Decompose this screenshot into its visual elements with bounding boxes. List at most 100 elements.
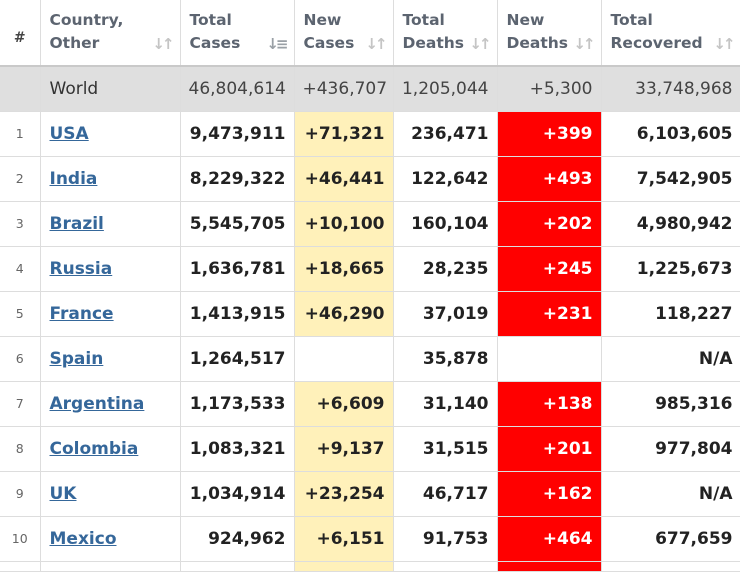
empty-cell: [294, 561, 394, 572]
country-cell: France: [40, 291, 181, 337]
new-cases-cell: +9,137: [294, 426, 394, 472]
new-cases-column-header[interactable]: New Cases ↓↑: [294, 0, 394, 67]
new-cases-cell: [294, 336, 394, 382]
table-row: 6 Spain 1,264,517 35,878 N/A: [0, 336, 740, 382]
sort-icon[interactable]: ↓↑: [365, 35, 387, 53]
country-cell: Spain: [40, 336, 181, 382]
total-deaths-cell: 31,515: [393, 426, 498, 472]
world-total-row: World 46,804,614 +436,707 1,205,044 +5,3…: [0, 66, 740, 112]
country-link[interactable]: Brazil: [49, 213, 104, 234]
total-recovered-header-line-2: Recovered: [610, 34, 703, 52]
sort-active-icon[interactable]: ↓≡: [266, 35, 288, 53]
total-cases-cell: 1,636,781: [180, 246, 295, 292]
country-link[interactable]: India: [49, 168, 98, 189]
new-deaths-cell: +231: [497, 291, 602, 337]
total-deaths-cell: 236,471: [393, 111, 498, 157]
total-cases-cell: 1,264,517: [180, 336, 295, 382]
empty-cell: [0, 561, 41, 572]
rank-cell: 9: [0, 471, 41, 517]
country-cell: UK: [40, 471, 181, 517]
total-deaths-cell: 35,878: [393, 336, 498, 382]
sort-icon[interactable]: ↓↑: [573, 35, 595, 53]
new-deaths-cell: +201: [497, 426, 602, 472]
rank-header-label: #: [13, 30, 26, 46]
rank-cell: 10: [0, 516, 41, 562]
new-deaths-column-header[interactable]: New Deaths ↓↑: [497, 0, 602, 67]
total-recovered-cell: 985,316: [601, 381, 740, 427]
new-deaths-cell: +399: [497, 111, 602, 157]
total-deaths-header-line-2: Deaths: [402, 34, 465, 52]
sort-icon[interactable]: ↓↑: [152, 35, 174, 53]
new-cases-cell: +71,321: [294, 111, 394, 157]
table-header-row: # Country, Other ↓↑ Total Cases ↓≡ New C…: [0, 0, 740, 67]
country-link[interactable]: Argentina: [49, 393, 145, 414]
country-link[interactable]: USA: [49, 123, 89, 144]
rank-cell: 8: [0, 426, 41, 472]
table-row: 9 UK 1,034,914 +23,254 46,717 +162 N/A: [0, 471, 740, 517]
total-cases-header-line-1: Total: [189, 11, 232, 29]
new-cases-cell: +46,290: [294, 291, 394, 337]
total-cases-cell: 1,083,321: [180, 426, 295, 472]
total-cases-cell: 46,804,614: [180, 66, 295, 112]
country-cell: World: [40, 66, 181, 112]
total-cases-cell: 1,173,533: [180, 381, 295, 427]
country-link[interactable]: Russia: [49, 258, 113, 279]
rank-cell: [0, 66, 41, 112]
new-deaths-cell: +5,300: [497, 66, 602, 112]
table-row-partial: [0, 561, 740, 572]
new-deaths-cell: [497, 336, 602, 382]
country-header-line-1: Country,: [49, 11, 124, 29]
country-link[interactable]: Spain: [49, 348, 104, 369]
country-cell: Brazil: [40, 201, 181, 247]
total-recovered-column-header[interactable]: Total Recovered ↓↑: [601, 0, 740, 67]
new-deaths-header-line-1: New: [506, 11, 545, 29]
total-deaths-column-header[interactable]: Total Deaths ↓↑: [393, 0, 498, 67]
empty-cell: [601, 561, 740, 572]
total-cases-cell: 1,413,915: [180, 291, 295, 337]
new-cases-cell: +46,441: [294, 156, 394, 202]
total-recovered-header-line-1: Total: [610, 11, 653, 29]
total-cases-cell: 9,473,911: [180, 111, 295, 157]
table-row: 1 USA 9,473,911 +71,321 236,471 +399 6,103,605: [0, 111, 740, 157]
country-link[interactable]: France: [49, 303, 114, 324]
new-deaths-cell: +493: [497, 156, 602, 202]
country-link[interactable]: Colombia: [49, 438, 139, 459]
rank-cell: 2: [0, 156, 41, 202]
sort-icon[interactable]: ↓↑: [713, 35, 735, 53]
new-cases-header-line-1: New: [303, 11, 342, 29]
rank-cell: 4: [0, 246, 41, 292]
total-recovered-cell: N/A: [601, 336, 740, 382]
new-deaths-cell: +245: [497, 246, 602, 292]
country-cell: Mexico: [40, 516, 181, 562]
total-recovered-cell: N/A: [601, 471, 740, 517]
empty-cell: [497, 561, 602, 572]
new-deaths-cell: +138: [497, 381, 602, 427]
new-cases-cell: +436,707: [294, 66, 394, 112]
new-deaths-cell: +202: [497, 201, 602, 247]
country-cell: Argentina: [40, 381, 181, 427]
rank-cell: 1: [0, 111, 41, 157]
rank-cell: 3: [0, 201, 41, 247]
country-cell: India: [40, 156, 181, 202]
table-row: 10 Mexico 924,962 +6,151 91,753 +464 677,659: [0, 516, 740, 562]
new-cases-cell: +18,665: [294, 246, 394, 292]
country-column-header[interactable]: Country, Other ↓↑: [40, 0, 181, 67]
country-header-line-2: Other: [49, 34, 100, 52]
total-cases-cell: 8,229,322: [180, 156, 295, 202]
country-link[interactable]: UK: [49, 483, 77, 504]
total-cases-cell: 1,034,914: [180, 471, 295, 517]
new-deaths-header-line-2: Deaths: [506, 34, 569, 52]
sort-icon[interactable]: ↓↑: [469, 35, 491, 53]
total-deaths-cell: 31,140: [393, 381, 498, 427]
total-deaths-cell: 91,753: [393, 516, 498, 562]
total-deaths-cell: 160,104: [393, 201, 498, 247]
total-deaths-cell: 1,205,044: [393, 66, 498, 112]
country-link[interactable]: Mexico: [49, 528, 117, 549]
total-cases-header-line-2: Cases: [189, 34, 241, 52]
total-deaths-cell: 28,235: [393, 246, 498, 292]
total-recovered-cell: 7,542,905: [601, 156, 740, 202]
total-cases-column-header[interactable]: Total Cases ↓≡: [180, 0, 295, 67]
total-recovered-cell: 1,225,673: [601, 246, 740, 292]
total-recovered-cell: 677,659: [601, 516, 740, 562]
